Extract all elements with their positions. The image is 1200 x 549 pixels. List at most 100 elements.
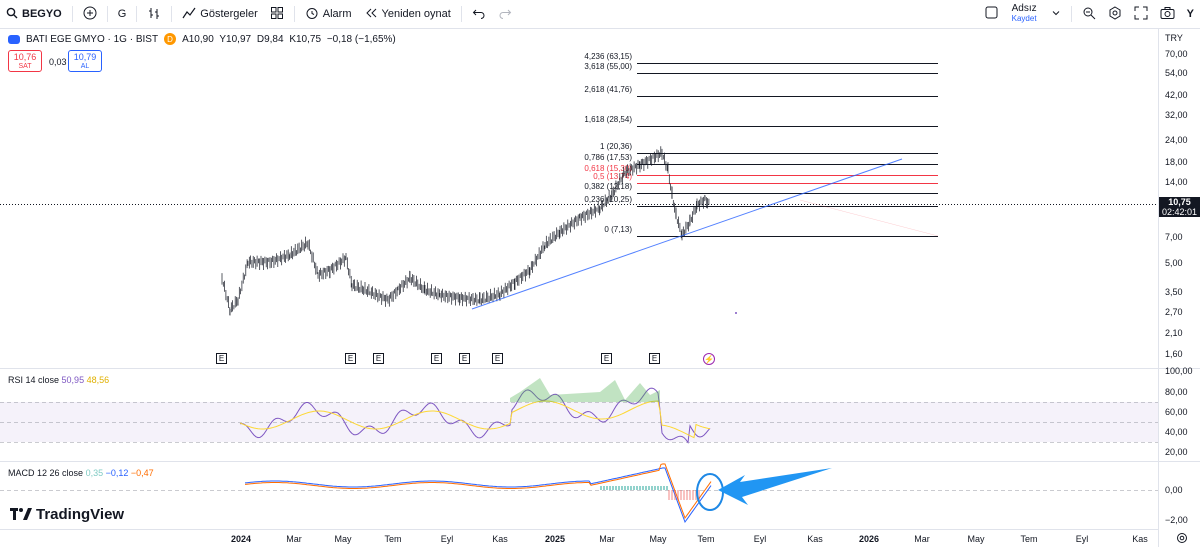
layouts-button[interactable] <box>264 0 290 28</box>
time-tick-label: 2026 <box>858 534 880 544</box>
macd-pane[interactable]: 0,00 −2,00 <box>0 463 1188 525</box>
last-price-value: 10,75 <box>1168 197 1191 207</box>
signal-line[interactable] <box>244 463 712 520</box>
price-tick-label: 2,10 <box>1165 328 1183 338</box>
macd-histogram-bar <box>683 490 685 500</box>
buy-button[interactable]: 10,79 AL <box>68 50 102 72</box>
layout-select-checkbox[interactable] <box>979 0 1004 28</box>
fib-level-label: 0 (7,13) <box>604 225 632 234</box>
time-tick-label: Kas <box>492 534 508 544</box>
macd-histogram-bar <box>680 490 682 500</box>
save-layout-button[interactable]: Adsız Kaydet <box>1004 4 1045 24</box>
price-tick-label: 24,00 <box>1165 135 1188 145</box>
rsi-ma-line[interactable] <box>239 400 711 439</box>
earnings-badge[interactable]: E <box>649 353 660 364</box>
rsi-label: RSI 14 close <box>8 375 60 385</box>
lightning-icon[interactable]: ⚡ <box>703 353 715 365</box>
toolbar-divider <box>136 6 138 22</box>
price-axis[interactable]: TRY 70,00 54,00 42,00 32,00 24,00 18,00 14,00 7,… <box>1165 33 1188 359</box>
price-tick-label: 32,00 <box>1165 110 1188 120</box>
projection-line[interactable] <box>799 199 939 237</box>
trend-line[interactable] <box>471 158 903 310</box>
toolbar-divider <box>106 6 108 22</box>
interval-button[interactable]: G <box>112 0 133 28</box>
earnings-badge[interactable]: E <box>373 353 384 364</box>
settings-button[interactable] <box>1102 0 1128 28</box>
macd-histogram-bar <box>642 486 644 490</box>
macd-tick-label: −2,00 <box>1165 515 1188 525</box>
quick-search-button[interactable] <box>1076 0 1102 28</box>
publish-button[interactable]: Y <box>1181 0 1200 28</box>
macd-histogram-bar <box>689 490 691 500</box>
grid-icon <box>270 6 284 23</box>
layout-menu-button[interactable] <box>1045 0 1067 28</box>
top-toolbar: BEGYO G Göstergeler Alarm <box>0 0 1200 29</box>
layout-name: Adsız <box>1011 3 1037 14</box>
earnings-badge[interactable]: E <box>216 353 227 364</box>
right-toolbar: Adsız Kaydet <box>979 0 1200 28</box>
rsi-tick-label: 60,00 <box>1165 407 1188 417</box>
macd-line[interactable] <box>244 467 712 524</box>
fib-retracement[interactable]: 4,236 (63,15)3,618 (55,00) 2,618 (41,76) 1… <box>584 52 938 237</box>
replay-button[interactable]: Yeniden oynat <box>358 0 457 28</box>
fib-level-label: 3,618 (55,00) <box>584 62 632 71</box>
tradingview-logo[interactable]: TradingView <box>10 506 124 523</box>
sell-button[interactable]: 10,76 SAT <box>8 50 42 72</box>
high-value: Y10,97 <box>219 33 252 45</box>
rsi-legend[interactable]: RSI 14 close 50,95 48,56 <box>8 375 109 385</box>
axis-settings-button[interactable] <box>1176 531 1188 549</box>
redo-button[interactable] <box>492 0 518 28</box>
undo-button[interactable] <box>466 0 492 28</box>
sell-label: SAT <box>18 63 32 70</box>
interval-label: G <box>117 8 127 20</box>
currency-label: TRY <box>1165 33 1183 43</box>
rsi-overbought-fill <box>510 378 660 402</box>
chart-type-button[interactable] <box>141 0 167 28</box>
fullscreen-button[interactable] <box>1128 0 1154 28</box>
macd-histogram-bar <box>668 490 670 500</box>
delayed-data-badge[interactable]: D <box>164 33 177 45</box>
earnings-badge[interactable]: E <box>459 353 470 364</box>
snapshot-button[interactable] <box>1154 0 1181 28</box>
sell-price: 10,76 <box>13 52 37 62</box>
rsi-tick-label: 100,00 <box>1165 366 1193 376</box>
earnings-badge[interactable]: E <box>431 353 442 364</box>
time-tick-label: 2024 <box>230 534 252 544</box>
alarm-label: Alarm <box>322 8 352 20</box>
open-value: A10,90 <box>182 33 214 45</box>
macd-histogram-bar <box>627 486 629 490</box>
fib-level-label: 2,618 (41,76) <box>584 85 632 94</box>
legend-title[interactable]: BATI EGE GMYO · 1G · BIST <box>26 33 159 45</box>
price-tick-label: 70,00 <box>1165 49 1188 59</box>
price-series[interactable] <box>221 146 710 316</box>
price-tick-label: 7,00 <box>1165 232 1183 242</box>
earnings-badge[interactable]: E <box>492 353 503 364</box>
price-tick-label: 54,00 <box>1165 68 1188 78</box>
macd-hist-value: 0,35 <box>85 468 104 478</box>
company-logo-icon <box>8 34 20 44</box>
indicators-button[interactable]: Göstergeler <box>176 0 263 28</box>
macd-histogram-bar <box>600 486 602 490</box>
annotation-ellipse[interactable] <box>696 473 724 511</box>
compare-button[interactable] <box>77 0 103 28</box>
symbol-search[interactable]: BEGYO <box>0 0 68 28</box>
macd-legend[interactable]: MACD 12 26 close 0,35 −0,12 −0,47 <box>8 468 154 478</box>
earnings-badge[interactable]: E <box>601 353 612 364</box>
fib-level-label: 1 (20,36) <box>600 142 632 151</box>
earnings-badge[interactable]: E <box>345 353 356 364</box>
macd-histogram-bar <box>657 486 659 490</box>
rsi-line[interactable] <box>239 387 711 444</box>
annotation-arrow[interactable] <box>718 468 832 505</box>
fib-level-label: 0,618 (15,30) <box>584 164 632 173</box>
toolbar-divider <box>293 6 295 22</box>
macd-histogram-bar <box>639 486 641 490</box>
fullscreen-icon <box>1134 6 1148 23</box>
brand-name: TradingView <box>36 506 125 523</box>
macd-histogram-bar <box>624 486 626 490</box>
rsi-pane[interactable]: 100,00 80,00 60,00 40,00 20,00 <box>0 366 1193 457</box>
time-tick-label: Tem <box>1020 534 1038 544</box>
alarm-button[interactable]: Alarm <box>299 0 358 28</box>
price-tick-label: 14,00 <box>1165 177 1188 187</box>
square-icon <box>985 6 998 22</box>
